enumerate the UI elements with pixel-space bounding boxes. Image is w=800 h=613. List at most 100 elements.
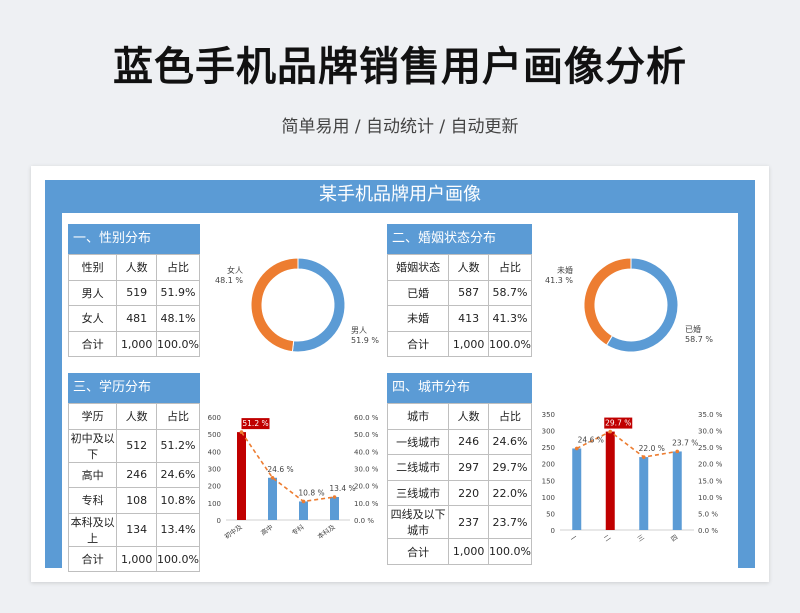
bar xyxy=(268,477,277,520)
x-tick-label: 初中及 xyxy=(223,522,245,541)
bar xyxy=(330,496,339,520)
y2-tick-label: 10.0 % xyxy=(354,500,379,508)
x-tick-label: 一 xyxy=(569,533,579,544)
y-tick-label: 50 xyxy=(546,510,555,518)
table-row: 已婚 587 58.7% xyxy=(386,279,532,307)
x-tick-label: 四 xyxy=(669,533,679,543)
line-point xyxy=(270,475,275,480)
table-cell: 初中及以下 xyxy=(67,428,118,463)
table-cell: 合计 xyxy=(386,538,450,565)
bar xyxy=(237,432,246,520)
table-cell: 二线城市 xyxy=(386,454,450,481)
line-point xyxy=(301,499,306,504)
y2-tick-label: 30.0 % xyxy=(698,428,723,436)
table-header-row: 学历 人数 占比 xyxy=(67,403,200,430)
y2-tick-label: 0.0 % xyxy=(354,517,374,525)
table-cell: 1,000 xyxy=(448,330,490,358)
data-label: 23.7 % xyxy=(672,438,698,447)
table-row: 未婚 413 41.3% xyxy=(386,305,532,332)
table-row: 初中及以下 512 51.2% xyxy=(67,428,200,463)
y-tick-label: 400 xyxy=(208,448,221,456)
x-tick-label: 二 xyxy=(602,533,612,544)
slice-label: 已婚 xyxy=(685,324,701,334)
table-cell: 24.6% xyxy=(156,461,200,489)
table-row: 男人 519 51.9% xyxy=(67,279,200,307)
page-subtitle: 简单易用 / 自动统计 / 自动更新 xyxy=(281,117,519,137)
y2-tick-label: 10.0 % xyxy=(698,494,723,502)
y-tick-label: 250 xyxy=(542,444,555,452)
table-cell: 男人 xyxy=(67,279,118,307)
bar xyxy=(299,501,308,520)
line-point xyxy=(641,455,646,459)
data-label: 24.6 % xyxy=(267,465,293,474)
y2-tick-label: 35.0 % xyxy=(698,411,723,419)
slice-percent: 58.7 % xyxy=(685,335,713,344)
x-tick-label: 三 xyxy=(636,533,646,544)
table-cell: 587 xyxy=(448,279,490,307)
y-tick-label: 600 xyxy=(208,414,221,422)
donut-slice xyxy=(250,257,299,353)
city-bar-chart: 0 50 100 150 200 250 300 350 0.0 % 5.0 % 10.0 % 15.… xyxy=(542,411,723,544)
y2-tick-label: 20.0 % xyxy=(698,461,723,469)
slice-percent: 51.9 % xyxy=(351,336,379,345)
data-label-bg xyxy=(604,417,633,429)
table-cell: 高中 xyxy=(67,461,118,489)
table-cell: 1,000 xyxy=(448,538,490,565)
data-label-bg xyxy=(241,418,270,430)
data-label: 10.8 % xyxy=(298,488,324,497)
bar xyxy=(572,448,582,530)
table-cell: 246 xyxy=(448,428,490,456)
table-cell: 237 xyxy=(448,505,490,540)
table-header-cell: 学历 xyxy=(67,403,118,430)
table-cell: 297 xyxy=(448,454,490,481)
table-row: 高中 246 24.6% xyxy=(67,461,200,489)
table-row: 合计 1,000 100.0% xyxy=(67,330,200,358)
marriage-table: 婚姻状态 人数 占比 已婚 587 58.7% 未婚 413 41.3% 合计 1,000 100.0… xyxy=(386,254,532,358)
table-cell: 58.7% xyxy=(488,279,532,307)
donut-slice xyxy=(291,257,346,353)
table-cell: 未婚 xyxy=(386,305,450,332)
table-cell: 108 xyxy=(116,487,158,514)
page-title: 蓝色手机品牌销售用户画像分析 xyxy=(113,44,687,90)
section-heading-city: 四、城市分布 xyxy=(387,373,532,403)
table-cell: 100.0% xyxy=(488,330,532,358)
data-label: 22.0 % xyxy=(639,444,665,453)
table-cell: 100.0% xyxy=(156,545,200,573)
table-cell: 合计 xyxy=(67,545,118,573)
x-tick-label: 本科及 xyxy=(316,522,338,541)
line-point xyxy=(332,495,337,499)
table-header-cell: 人数 xyxy=(116,254,158,281)
bar xyxy=(605,431,615,530)
table-header-cell: 性别 xyxy=(67,254,118,281)
line-point xyxy=(239,430,244,434)
y-tick-label: 500 xyxy=(208,431,221,439)
data-label: 24.6 % xyxy=(578,435,604,444)
donut-slice xyxy=(583,257,632,346)
table-cell: 13.4% xyxy=(156,512,200,547)
education-table: 学历 人数 占比 初中及以下 512 51.2% 高中 246 24.6% 专科 108 10.8% 本… xyxy=(67,403,200,573)
table-header-cell: 占比 xyxy=(156,254,200,281)
table-cell: 1,000 xyxy=(116,330,158,358)
table-cell: 48.1% xyxy=(156,305,200,332)
table-header-cell: 人数 xyxy=(448,403,490,430)
y-tick-label: 150 xyxy=(542,477,555,485)
table-cell: 24.6% xyxy=(488,428,532,456)
table-cell: 本科及以上 xyxy=(67,512,118,547)
percent-line xyxy=(576,430,678,458)
table-cell: 481 xyxy=(116,305,158,332)
table-cell: 512 xyxy=(116,428,158,463)
line-point xyxy=(574,446,579,451)
table-cell: 22.0% xyxy=(488,479,532,507)
table-row: 一线城市 246 24.6% xyxy=(386,428,532,456)
data-label: 29.7 % xyxy=(605,419,631,428)
y-tick-label: 200 xyxy=(208,483,221,491)
y2-tick-label: 5.0 % xyxy=(698,510,718,518)
y-tick-label: 100 xyxy=(208,500,221,508)
table-header-cell: 占比 xyxy=(488,403,532,430)
y-tick-label: 100 xyxy=(542,494,555,502)
dashboard-title: 某手机品牌用户画像 xyxy=(319,184,481,205)
y-tick-label: 200 xyxy=(542,461,555,469)
city-table: 城市 人数 占比 一线城市 246 24.6% 二线城市 297 29.7% 三线城市 220 22.… xyxy=(386,403,532,565)
